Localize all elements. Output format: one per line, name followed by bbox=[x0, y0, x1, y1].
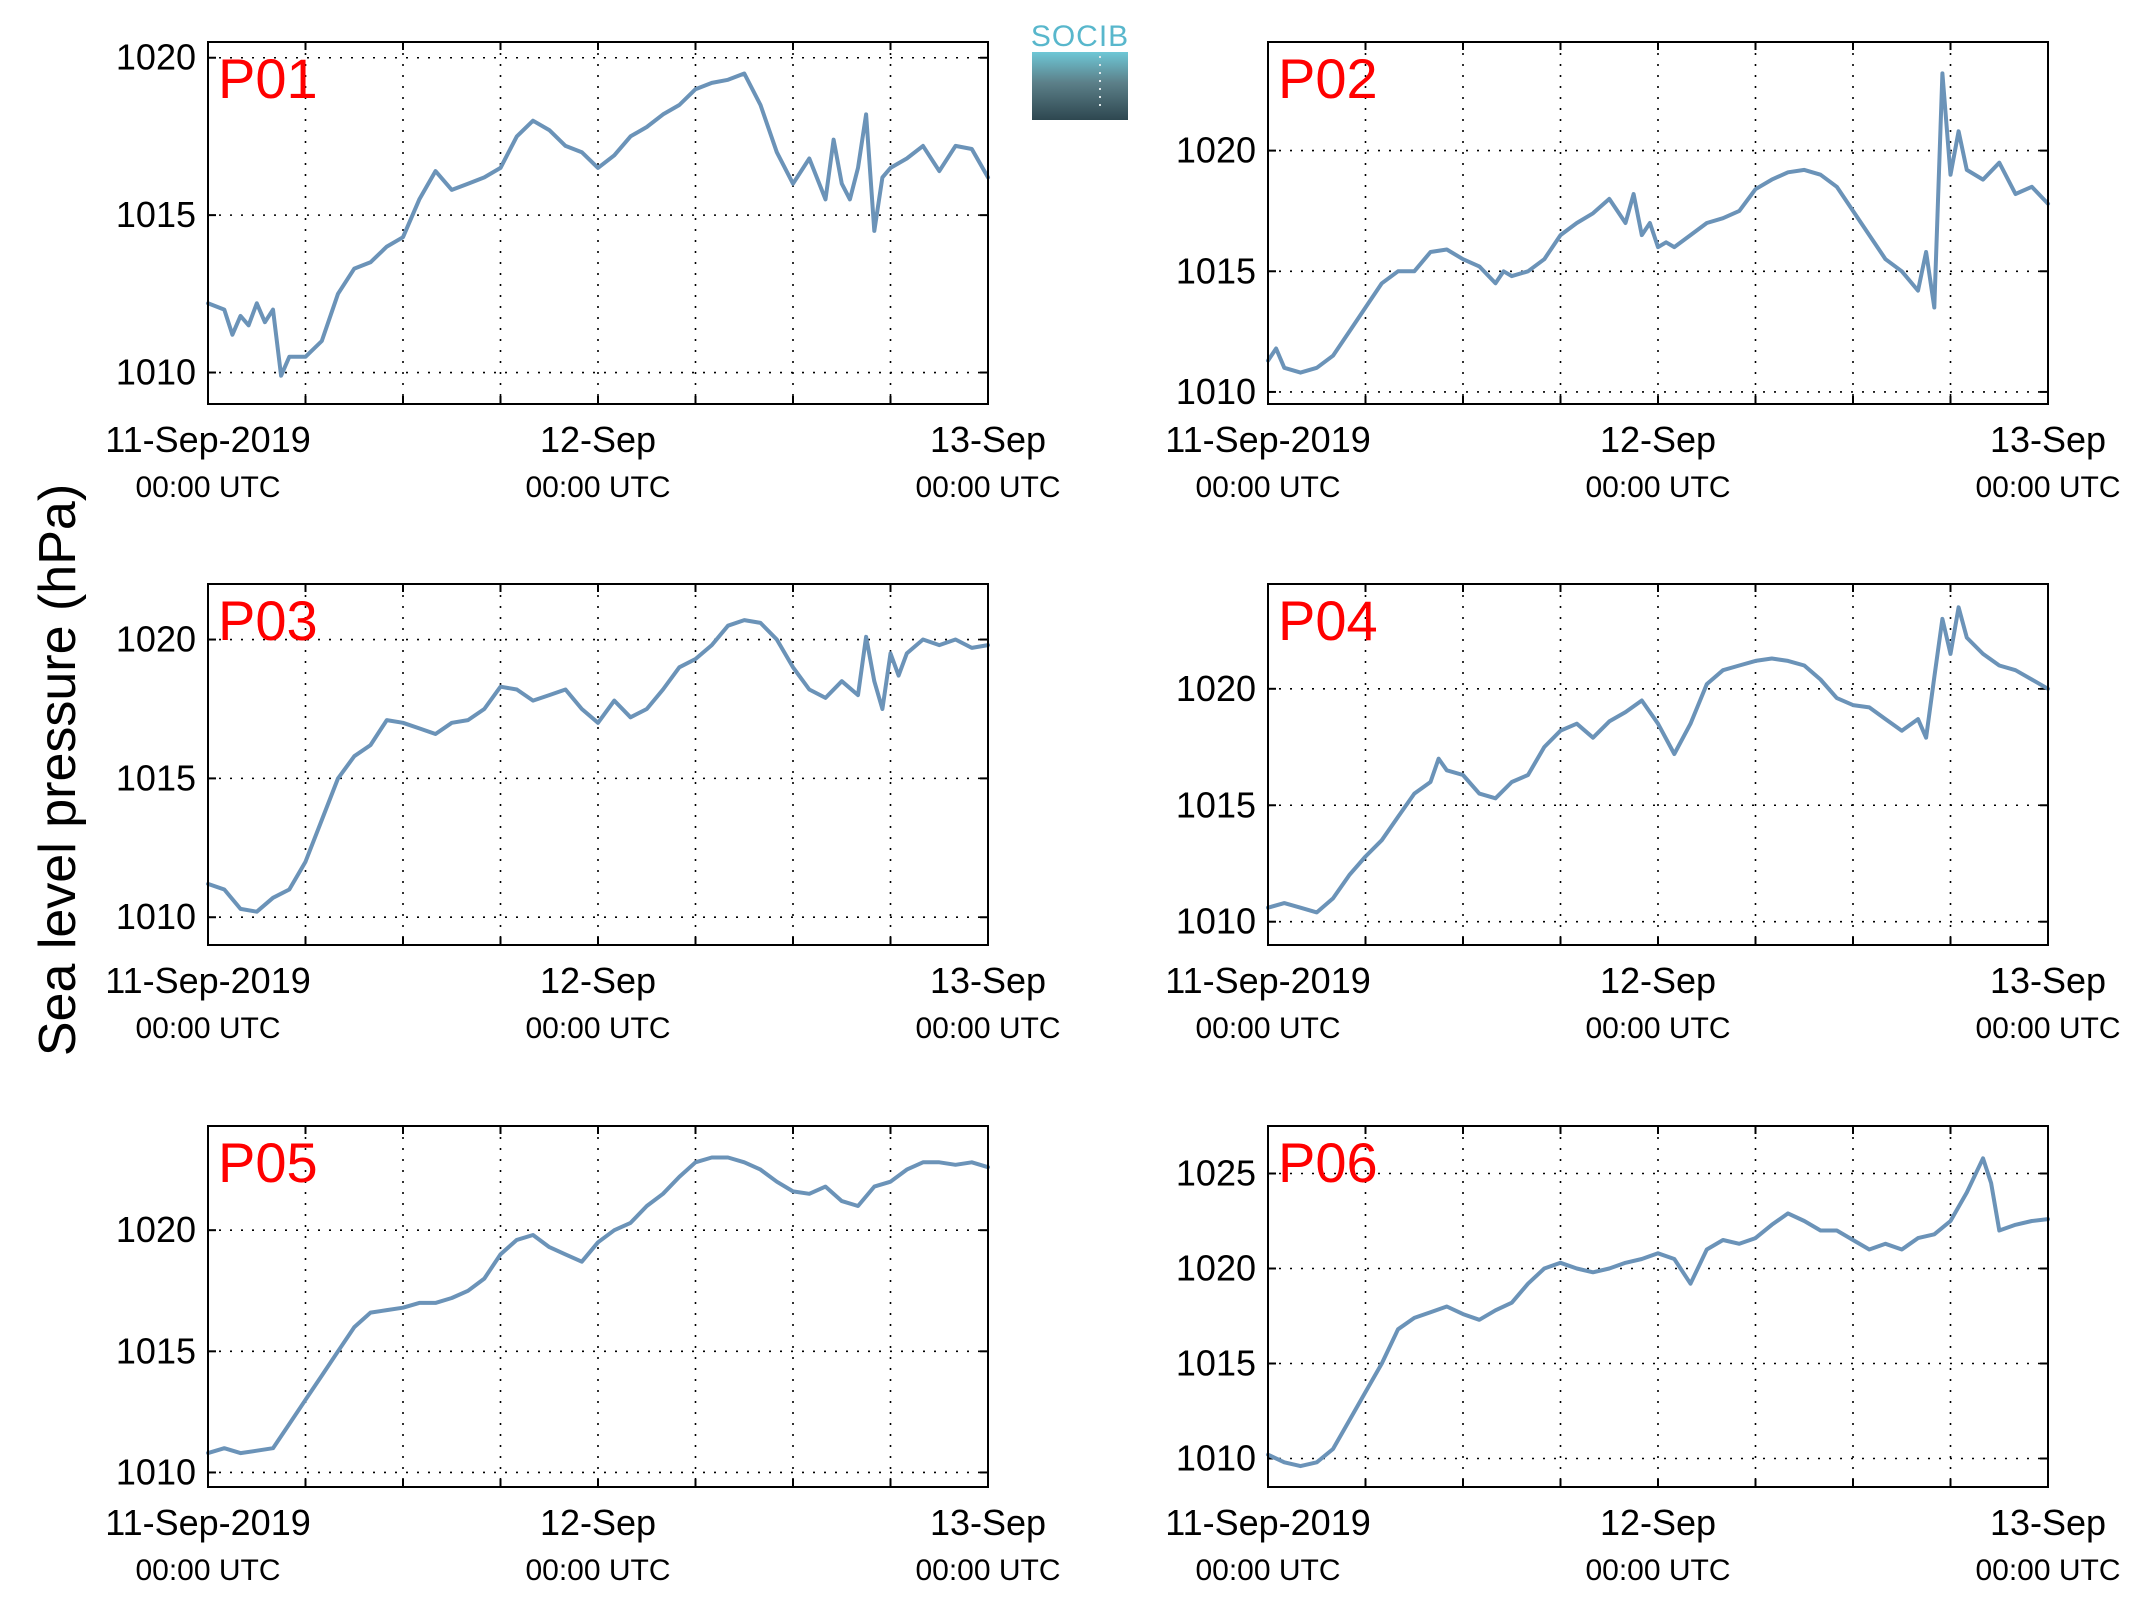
x-tick-label: 11-Sep-2019 bbox=[1165, 1502, 1371, 1543]
y-tick-label: 1020 bbox=[116, 1209, 196, 1250]
panel-p04: 1010 1015 1020 11-Sep-2019 00:00 UTC 12-Sep 00… bbox=[1165, 583, 2121, 1045]
x-tick-sublabel: 00:00 UTC bbox=[1975, 471, 2120, 504]
y-axis-label: Sea level pressure (hPa) bbox=[29, 484, 87, 1056]
x-tick-sublabel: 00:00 UTC bbox=[525, 1554, 670, 1587]
plot-frame bbox=[207, 583, 989, 946]
plot-frame bbox=[1267, 41, 2049, 405]
x-tick-label: 11-Sep-2019 bbox=[105, 1502, 311, 1543]
x-tick-label: 13-Sep bbox=[1990, 960, 2106, 1001]
y-tick-label: 1015 bbox=[1176, 1343, 1256, 1384]
plot-frame bbox=[1267, 1125, 2049, 1488]
y-tick-label: 1010 bbox=[116, 352, 196, 393]
y-tick-label: 1015 bbox=[116, 194, 196, 235]
y-tick-label: 1010 bbox=[1176, 1438, 1256, 1479]
plot-frame bbox=[207, 41, 989, 405]
x-tick-sublabel: 00:00 UTC bbox=[1585, 1554, 1730, 1587]
x-tick-label: 13-Sep bbox=[1990, 419, 2106, 460]
series-line bbox=[1266, 1156, 2050, 1469]
y-tick-label: 1020 bbox=[1176, 130, 1256, 171]
y-tick-label: 1010 bbox=[116, 1451, 196, 1492]
panel-p03: 1010 1015 1020 11-Sep-2019 00:00 UTC 12-Sep 00… bbox=[105, 583, 1061, 1045]
y-tick-label: 1020 bbox=[1176, 668, 1256, 709]
x-tick-sublabel: 00:00 UTC bbox=[135, 1012, 280, 1045]
x-tick-sublabel: 00:00 UTC bbox=[915, 1012, 1060, 1045]
plot-frame bbox=[1267, 583, 2049, 946]
x-tick-label: 12-Sep bbox=[540, 1502, 656, 1543]
panel-label: P02 bbox=[1278, 47, 1378, 110]
panel-label: P03 bbox=[218, 589, 318, 652]
logo-block bbox=[1032, 52, 1128, 120]
x-tick-sublabel: 00:00 UTC bbox=[135, 471, 280, 504]
x-tick-sublabel: 00:00 UTC bbox=[135, 1554, 280, 1587]
x-tick-sublabel: 00:00 UTC bbox=[1975, 1012, 2120, 1045]
x-tick-label: 12-Sep bbox=[1600, 1502, 1716, 1543]
panel-label: P06 bbox=[1278, 1131, 1378, 1194]
x-tick-label: 13-Sep bbox=[930, 960, 1046, 1001]
x-tick-label: 11-Sep-2019 bbox=[1165, 960, 1371, 1001]
x-tick-sublabel: 00:00 UTC bbox=[1195, 1554, 1340, 1587]
y-tick-label: 1020 bbox=[116, 37, 196, 78]
x-tick-label: 12-Sep bbox=[540, 419, 656, 460]
x-tick-label: 13-Sep bbox=[1990, 1502, 2106, 1543]
x-tick-label: 11-Sep-2019 bbox=[1165, 419, 1371, 460]
panel-p01: 1010 1015 1020 11-Sep-2019 00:00 UTC 12-Sep 00… bbox=[105, 37, 1060, 504]
panel-p06: 1010 1015 1020 1025 11-Sep-2019 00:00 UTC 12-S… bbox=[1165, 1125, 2121, 1587]
y-tick-label: 1015 bbox=[116, 1330, 196, 1371]
x-tick-label: 13-Sep bbox=[930, 1502, 1046, 1543]
series-line bbox=[1266, 605, 2050, 915]
x-tick-sublabel: 00:00 UTC bbox=[1975, 1554, 2120, 1587]
y-tick-label: 1010 bbox=[116, 896, 196, 937]
panel-label: P01 bbox=[218, 47, 318, 110]
socib-logo: SOCIB bbox=[1031, 20, 1129, 120]
x-tick-sublabel: 00:00 UTC bbox=[525, 1012, 670, 1045]
logo-text: SOCIB bbox=[1031, 20, 1129, 53]
series-line bbox=[1266, 71, 2050, 375]
plot-frame bbox=[207, 1125, 989, 1488]
x-tick-sublabel: 00:00 UTC bbox=[1585, 471, 1730, 504]
x-tick-sublabel: 00:00 UTC bbox=[1195, 471, 1340, 504]
panel-p02: 1010 1015 1020 11-Sep-2019 00:00 UTC 12-Sep 00… bbox=[1165, 41, 2121, 504]
series-line bbox=[206, 71, 990, 378]
x-tick-label: 13-Sep bbox=[930, 419, 1046, 460]
y-tick-label: 1025 bbox=[1176, 1153, 1256, 1194]
y-tick-label: 1010 bbox=[1176, 901, 1256, 942]
y-tick-label: 1015 bbox=[1176, 784, 1256, 825]
x-tick-label: 12-Sep bbox=[1600, 419, 1716, 460]
y-tick-label: 1020 bbox=[1176, 1248, 1256, 1289]
panel-label: P05 bbox=[218, 1131, 318, 1194]
y-tick-label: 1020 bbox=[116, 619, 196, 660]
y-tick-label: 1015 bbox=[1176, 250, 1256, 291]
x-tick-label: 12-Sep bbox=[1600, 960, 1716, 1001]
y-tick-label: 1010 bbox=[1176, 371, 1256, 412]
x-tick-sublabel: 00:00 UTC bbox=[525, 471, 670, 504]
x-tick-sublabel: 00:00 UTC bbox=[1585, 1012, 1730, 1045]
panel-p05: 1010 1015 1020 11-Sep-2019 00:00 UTC 12-Sep 00… bbox=[105, 1125, 1061, 1587]
series-line bbox=[206, 1155, 990, 1456]
x-tick-sublabel: 00:00 UTC bbox=[915, 1554, 1060, 1587]
x-tick-label: 12-Sep bbox=[540, 960, 656, 1001]
x-tick-label: 11-Sep-2019 bbox=[105, 960, 311, 1001]
panels: 1010 1015 1020 11-Sep-2019 00:00 UTC 12-Sep 00… bbox=[105, 37, 2120, 1587]
x-tick-label: 11-Sep-2019 bbox=[105, 419, 311, 460]
x-tick-sublabel: 00:00 UTC bbox=[915, 471, 1060, 504]
y-tick-label: 1015 bbox=[116, 757, 196, 798]
series-line bbox=[206, 618, 990, 914]
panel-label: P04 bbox=[1278, 589, 1378, 652]
x-tick-sublabel: 00:00 UTC bbox=[1195, 1012, 1340, 1045]
